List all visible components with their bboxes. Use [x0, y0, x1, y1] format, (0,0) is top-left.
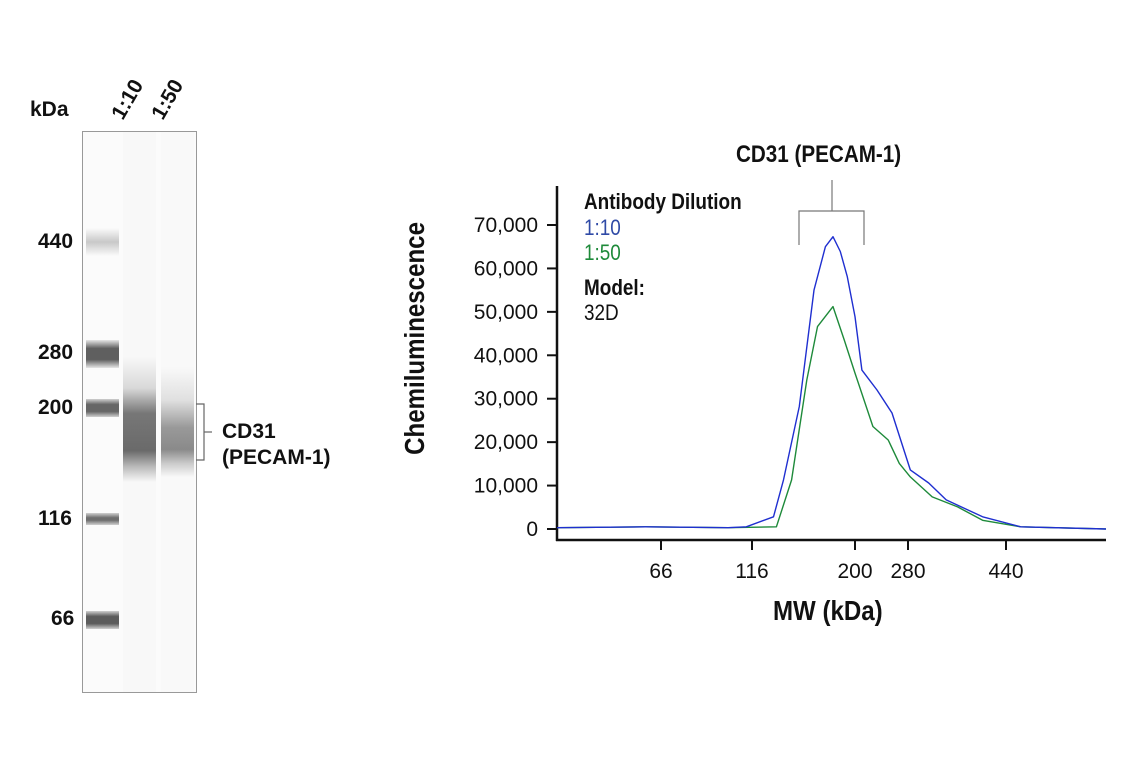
model-label: Model: — [584, 275, 645, 300]
y-tick-label: 30,000 — [474, 388, 538, 411]
y-tick-label: 50,000 — [474, 301, 538, 324]
ladder-band-440 — [86, 228, 119, 256]
y-tick-label: 60,000 — [474, 257, 538, 280]
x-tick-label: 66 — [649, 560, 672, 583]
gel-target-label-2: (PECAM-1) — [222, 446, 331, 469]
sample-band-1-10 — [123, 357, 156, 482]
x-tick-label: 200 — [837, 560, 872, 583]
y-tick-label: 20,000 — [474, 431, 538, 454]
x-tick-label: 116 — [735, 560, 768, 583]
ladder-band-116 — [86, 513, 119, 525]
x-tick-label: 440 — [988, 560, 1023, 583]
gel-target-label-1: CD31 — [222, 420, 276, 443]
marker-280: 280 — [38, 341, 74, 364]
peak-bracket — [798, 210, 865, 245]
marker-116: 116 — [38, 507, 72, 530]
marker-66: 66 — [51, 607, 75, 630]
ladder-band-280 — [86, 340, 119, 368]
sample-band-1-50 — [161, 367, 194, 477]
series-line-1-50 — [556, 305, 1107, 530]
ladder-lane — [86, 132, 119, 692]
kda-label: kDa — [30, 98, 69, 121]
y-tick-label: 0 — [526, 518, 538, 541]
ladder-band-200 — [86, 399, 119, 417]
y-tick-label: 10,000 — [474, 475, 538, 498]
ladder-band-66 — [86, 611, 119, 629]
y-axis-label: Chemiluminescence — [399, 222, 430, 455]
legend-title: Antibody Dilution — [584, 189, 742, 214]
lane-1-50 — [161, 132, 194, 692]
chart-title: CD31 (PECAM-1) — [736, 141, 902, 168]
legend-item-1-10: 1:10 — [584, 215, 621, 240]
x-tick-label: 280 — [890, 560, 925, 583]
y-tick-label: 40,000 — [474, 344, 538, 367]
x-axis-label: MW (kDa) — [773, 595, 883, 626]
series-line-1-10 — [556, 235, 1107, 530]
marker-200: 200 — [38, 396, 74, 419]
model-value: 32D — [584, 300, 619, 325]
y-tick-label: 70,000 — [474, 214, 538, 237]
lane-1-10 — [123, 132, 156, 692]
legend-item-1-50: 1:50 — [584, 240, 621, 265]
marker-440: 440 — [38, 230, 74, 253]
